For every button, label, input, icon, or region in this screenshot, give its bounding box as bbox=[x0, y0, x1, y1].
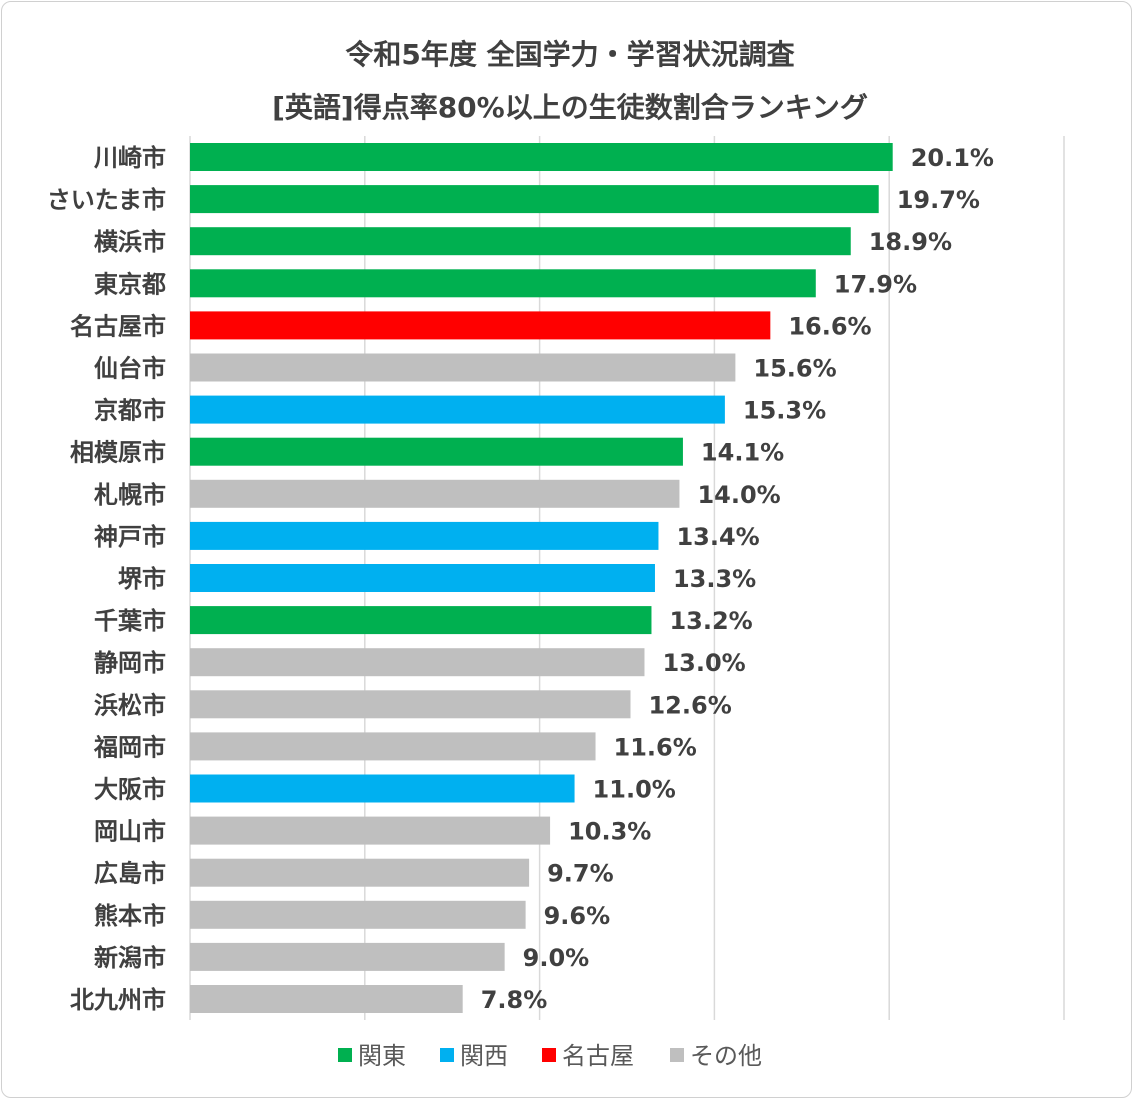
data-label: 15.6% bbox=[753, 355, 836, 383]
bar bbox=[190, 606, 652, 635]
bar bbox=[190, 437, 683, 466]
bar bbox=[190, 185, 879, 214]
data-label: 14.1% bbox=[701, 439, 784, 467]
data-label: 18.9% bbox=[869, 228, 952, 256]
bar bbox=[190, 227, 851, 256]
bar bbox=[190, 648, 645, 677]
data-label: 13.2% bbox=[669, 607, 752, 635]
legend-swatch bbox=[440, 1048, 454, 1062]
bar bbox=[190, 564, 655, 592]
data-label: 11.6% bbox=[614, 733, 697, 761]
bars bbox=[190, 143, 893, 1013]
bar bbox=[190, 900, 526, 929]
bar bbox=[190, 985, 463, 1013]
data-label: 9.6% bbox=[544, 902, 611, 930]
legend-label: 関東 bbox=[358, 1042, 406, 1070]
data-label: 17.9% bbox=[834, 270, 917, 298]
bar bbox=[190, 774, 575, 803]
data-label: 11.0% bbox=[593, 776, 676, 804]
data-label: 9.0% bbox=[523, 944, 590, 972]
data-label: 10.3% bbox=[568, 818, 651, 846]
data-label: 16.6% bbox=[788, 312, 871, 340]
data-label: 13.4% bbox=[676, 523, 759, 551]
chart-title: 令和5年度 全国学力・学習状況調査 bbox=[345, 38, 794, 71]
category-label: 仙台市 bbox=[94, 355, 166, 383]
bar bbox=[190, 143, 893, 171]
category-label: 京都市 bbox=[94, 397, 166, 425]
category-label: 東京都 bbox=[94, 270, 166, 298]
legend-swatch bbox=[542, 1048, 556, 1062]
legend-swatch bbox=[670, 1048, 684, 1062]
category-label: 浜松市 bbox=[94, 691, 166, 719]
legend-swatch bbox=[338, 1048, 352, 1062]
category-label: さいたま市 bbox=[47, 186, 166, 214]
category-label: 大阪市 bbox=[94, 776, 166, 804]
value-labels: 20.1% 19.7% 18.9% 17.9% 16.6% 15.6% 15.3% 14.1%… bbox=[481, 144, 994, 1014]
bar bbox=[190, 269, 816, 298]
chart-subtitle: [英語]得点率80%以上の生徒数割合ランキング bbox=[272, 91, 868, 124]
category-label: 広島市 bbox=[94, 860, 166, 888]
category-label: 名古屋市 bbox=[70, 312, 166, 340]
legend-label: 関西 bbox=[460, 1042, 508, 1070]
category-label: 堺市 bbox=[118, 565, 166, 593]
category-label: 熊本市 bbox=[94, 902, 166, 930]
data-label: 7.8% bbox=[481, 986, 548, 1014]
data-label: 14.0% bbox=[697, 481, 780, 509]
category-label: 川崎市 bbox=[94, 144, 166, 172]
bar bbox=[190, 942, 505, 971]
bar bbox=[190, 395, 725, 424]
category-label: 静岡市 bbox=[94, 649, 166, 677]
category-label: 札幌市 bbox=[93, 481, 166, 509]
data-label: 13.3% bbox=[673, 565, 756, 593]
bar bbox=[190, 479, 680, 508]
bar bbox=[190, 690, 631, 719]
category-label: 新潟市 bbox=[94, 944, 166, 972]
category-labels: 川崎市さいたま市横浜市東京都名古屋市仙台市京都市相模原市札幌市神戸市堺市千葉市静… bbox=[47, 144, 166, 1014]
category-label: 岡山市 bbox=[94, 818, 166, 846]
category-label: 相模原市 bbox=[70, 439, 166, 467]
bar bbox=[190, 732, 596, 761]
bar bbox=[190, 353, 736, 382]
data-label: 19.7% bbox=[897, 186, 980, 214]
category-label: 神戸市 bbox=[94, 523, 166, 551]
category-label: 横浜市 bbox=[94, 228, 166, 256]
data-label: 13.0% bbox=[662, 649, 745, 677]
bar bbox=[190, 816, 551, 845]
category-label: 北九州市 bbox=[70, 986, 166, 1014]
legend: 関東 関西 名古屋 その他 bbox=[338, 1042, 762, 1070]
bar bbox=[190, 311, 771, 340]
legend-label: その他 bbox=[690, 1042, 762, 1070]
category-label: 福岡市 bbox=[93, 733, 166, 761]
data-label: 9.7% bbox=[547, 860, 614, 888]
data-label: 12.6% bbox=[648, 691, 731, 719]
bar bbox=[190, 521, 659, 550]
legend-label: 名古屋 bbox=[562, 1042, 634, 1070]
bar bbox=[190, 858, 530, 887]
data-label: 20.1% bbox=[911, 144, 994, 172]
category-label: 千葉市 bbox=[94, 607, 166, 635]
data-label: 15.3% bbox=[743, 397, 826, 425]
